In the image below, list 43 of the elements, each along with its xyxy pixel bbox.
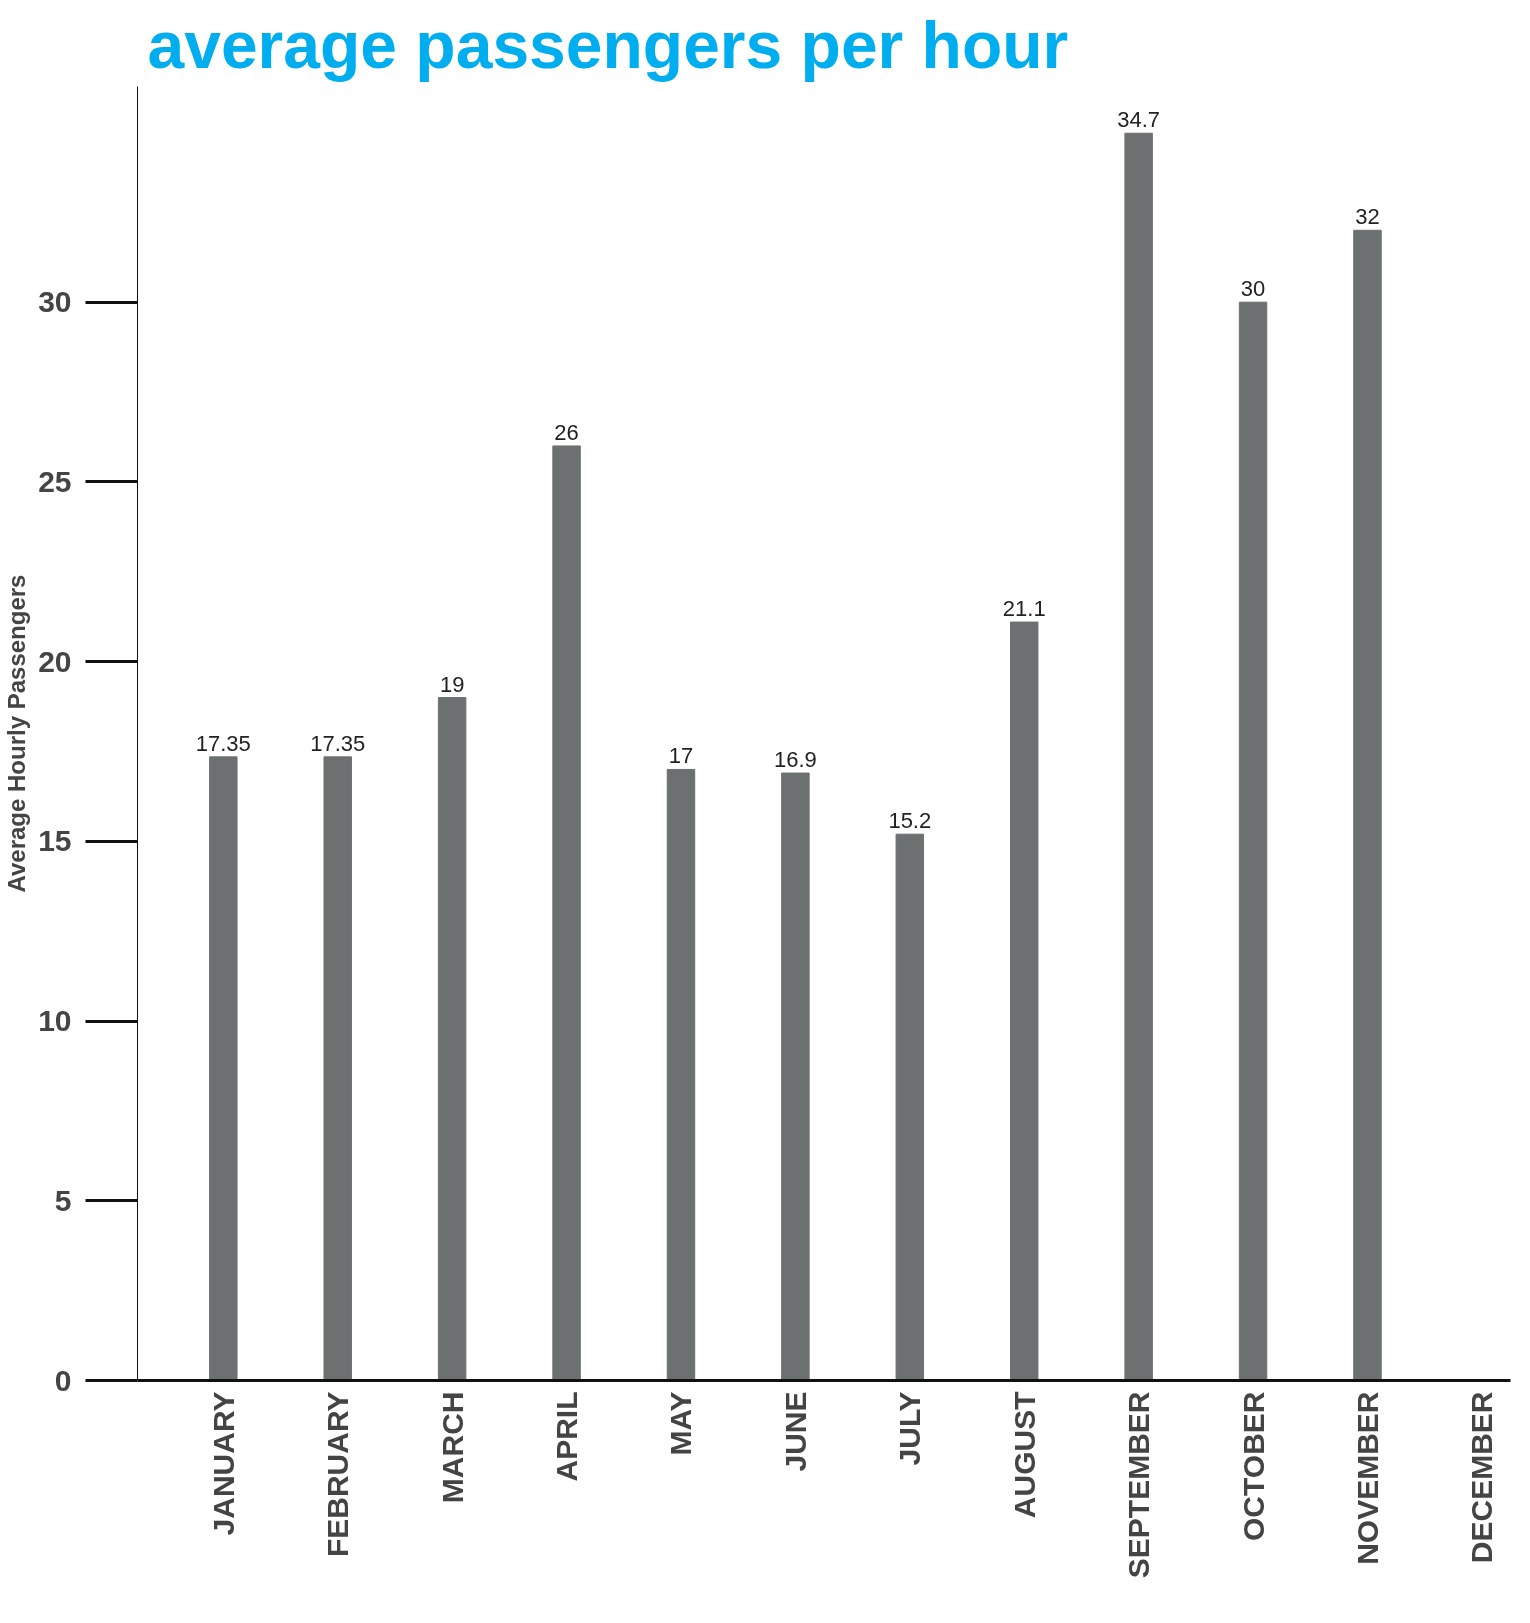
- x-tick-label: APRIL: [550, 1391, 584, 1482]
- bar: [552, 445, 581, 1381]
- bar: [323, 756, 352, 1381]
- y-tick-label: 25: [38, 464, 72, 498]
- y-tick-label: 30: [38, 285, 72, 319]
- x-tick-label: JUNE: [778, 1391, 812, 1472]
- data-label: 26: [554, 419, 579, 445]
- data-label: 17: [668, 743, 694, 769]
- x-tick-label: MARCH: [435, 1391, 469, 1504]
- bar: [1010, 621, 1039, 1381]
- data-label: 19: [439, 671, 465, 697]
- y-tick-label: 0: [54, 1363, 72, 1397]
- bar: [781, 772, 810, 1381]
- bar: [209, 756, 238, 1381]
- data-label: 15.2: [888, 808, 932, 834]
- data-label: 30: [1240, 276, 1266, 302]
- bar: [1124, 132, 1153, 1381]
- x-tick-label: SEPTEMBER: [1122, 1391, 1156, 1579]
- data-label: 34.7: [1117, 107, 1161, 133]
- data-label: 32: [1355, 204, 1380, 230]
- chart-title: average passengers per hour: [147, 7, 1069, 82]
- data-label: 21.1: [1002, 596, 1046, 622]
- bar: [895, 833, 925, 1381]
- x-tick-label: OCTOBER: [1236, 1391, 1270, 1541]
- data-label: 17.35: [195, 730, 251, 756]
- data-label: 17.35: [310, 730, 366, 756]
- y-axis-title: Average Hourly Passengers: [3, 574, 31, 893]
- bar: [437, 697, 467, 1381]
- x-tick-label: FEBRUARY: [321, 1391, 355, 1558]
- y-tick-label: 20: [38, 644, 72, 678]
- x-tick-label: DECEMBER: [1465, 1391, 1499, 1564]
- data-label: 16.9: [773, 747, 817, 773]
- bar: [1353, 229, 1382, 1381]
- x-tick-label: JULY: [893, 1391, 927, 1466]
- x-tick-label: JANUARY: [206, 1391, 240, 1536]
- x-tick-label: NOVEMBER: [1350, 1391, 1384, 1565]
- bar: [1238, 301, 1268, 1381]
- y-tick-label: 10: [38, 1004, 72, 1038]
- x-tick-label: AUGUST: [1007, 1391, 1041, 1519]
- y-tick-label: 15: [38, 824, 72, 858]
- bar: [666, 768, 696, 1381]
- x-tick-label: MAY: [664, 1391, 698, 1456]
- y-tick-label: 5: [54, 1183, 72, 1217]
